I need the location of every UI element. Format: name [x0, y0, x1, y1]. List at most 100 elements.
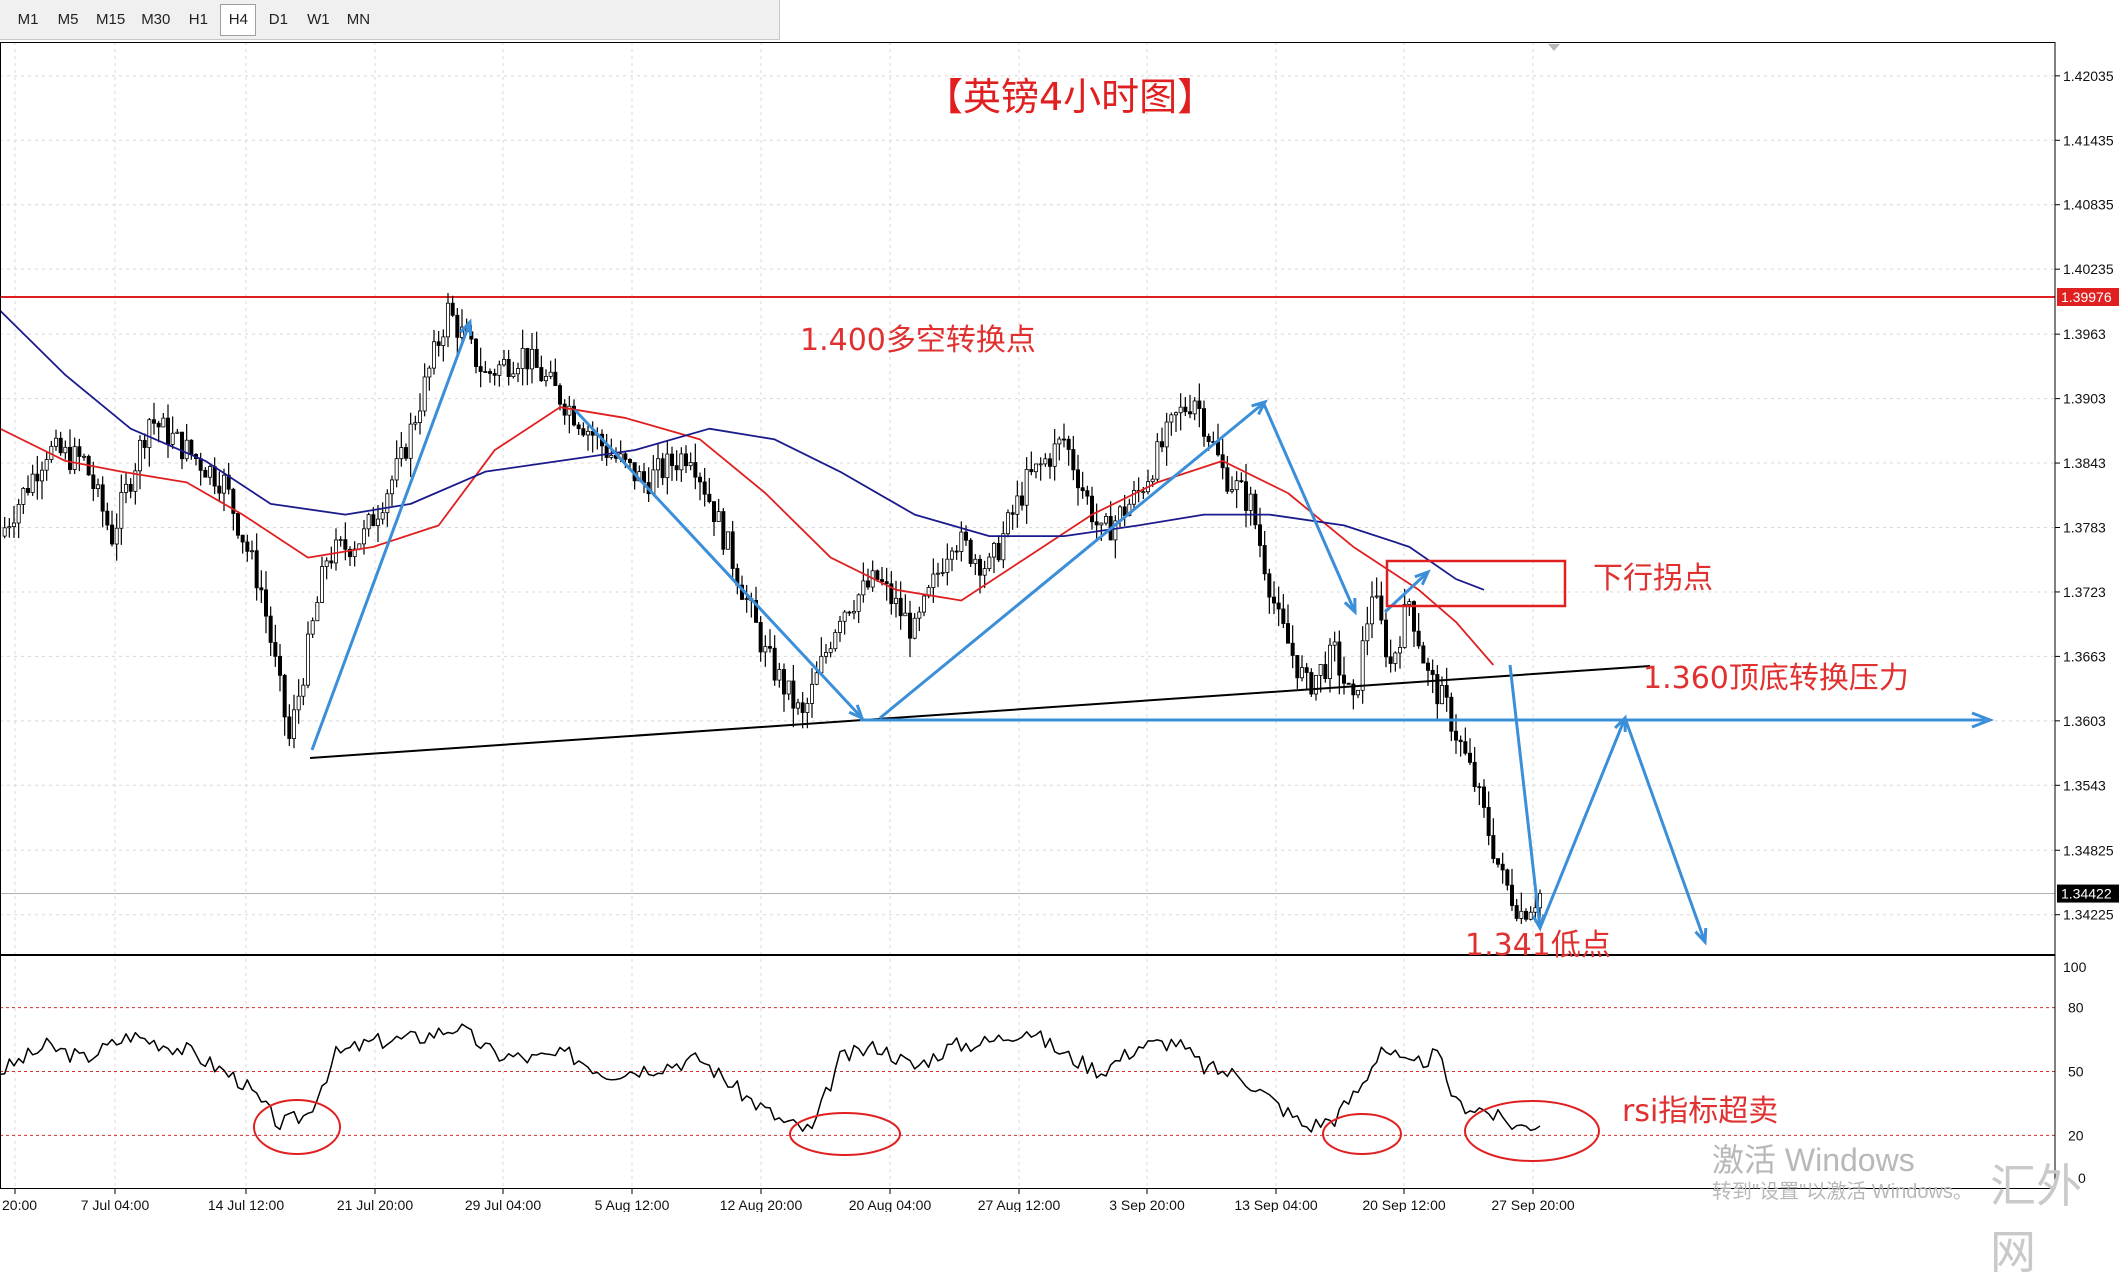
candle-body: [763, 646, 768, 653]
ma-blue-line: [0, 309, 1485, 591]
x-tick-label: 20 Aug 04:00: [849, 1197, 932, 1212]
candle-body: [315, 601, 320, 622]
candle-body: [371, 514, 376, 527]
candle-body: [628, 459, 633, 463]
candle-body: [866, 580, 871, 588]
candle-body: [586, 430, 591, 436]
candle-body: [754, 600, 759, 623]
candle-body: [968, 539, 973, 564]
timeframe-mn-button[interactable]: MN: [346, 11, 371, 28]
candle-body: [1505, 869, 1510, 886]
candle-body: [1122, 506, 1127, 516]
candle-body: [581, 428, 586, 436]
projection-arrow: [1508, 664, 1542, 929]
candle-body: [987, 556, 992, 570]
main-grid: [0, 42, 2055, 1188]
x-tick-label: 20 Sep 12:00: [1362, 1197, 1446, 1212]
oversold-circle: [1464, 1100, 1600, 1162]
candle-body: [291, 709, 296, 739]
candle-body: [679, 453, 684, 471]
rsi-y-tick-label: 20: [2068, 1127, 2084, 1143]
timeframe-w1-button[interactable]: W1: [307, 11, 330, 28]
candle-body: [203, 469, 208, 478]
candle-body: [249, 550, 254, 553]
candle-body: [786, 680, 791, 695]
candle-body: [455, 314, 460, 338]
candle-body: [782, 669, 787, 695]
candle-body: [1482, 786, 1487, 808]
candle-body: [263, 589, 268, 617]
candle-body: [898, 597, 903, 617]
candle-body: [445, 302, 450, 338]
x-tick-label: 21 Jul 20:00: [337, 1197, 413, 1212]
candle-body: [726, 531, 731, 550]
candle-body: [259, 587, 264, 591]
candle-body: [996, 542, 1001, 561]
projection-arrowhead: [1343, 597, 1357, 616]
candle-body: [1080, 487, 1085, 492]
candle-body: [389, 479, 394, 495]
candle-body: [1468, 752, 1473, 763]
candle-body: [235, 513, 240, 536]
timeframe-m15-button[interactable]: M15: [96, 11, 126, 28]
timeframe-h4-button[interactable]: H4: [220, 3, 257, 36]
candle-body: [1435, 674, 1440, 705]
axes: 20:00 7 Jul 04:00 14 Jul 12:00 21 Jul 20:00…: [0, 42, 2119, 1212]
candle-body: [525, 347, 530, 370]
timeframe-d1-button[interactable]: D1: [268, 11, 288, 28]
candle-body: [931, 573, 936, 588]
x-tick-label: 20:00: [2, 1197, 37, 1212]
price-level-badge-label: 1.34422: [2061, 886, 2112, 902]
timeframe-m5-button[interactable]: M5: [57, 11, 79, 28]
candle-body: [1001, 533, 1006, 561]
candle-body: [604, 445, 609, 458]
watermark-line-1: 激活 Windows: [1712, 1142, 1915, 1178]
candle-body: [936, 572, 941, 575]
candle-body: [217, 485, 222, 494]
candle-body: [940, 572, 945, 574]
projection-arrow: [1261, 401, 1357, 613]
candle-body: [609, 454, 614, 458]
candle-body: [964, 531, 969, 541]
candle-body: [945, 558, 950, 573]
timeframe-m1-button[interactable]: M1: [17, 11, 39, 28]
candle-body: [142, 439, 147, 448]
rsi-annotation-label: rsi指标超卖: [1622, 1094, 1778, 1129]
candle-body: [30, 473, 35, 493]
candle-body: [1272, 596, 1277, 604]
candle-body: [179, 431, 184, 460]
x-tick-label: 27 Aug 12:00: [978, 1197, 1061, 1212]
candle-body: [1090, 495, 1095, 523]
candle-body: [1454, 730, 1459, 741]
y-tick-label: 1.41435: [2063, 132, 2114, 148]
candle-body: [1514, 905, 1519, 919]
candle-body: [1281, 608, 1286, 624]
candle-body: [277, 655, 282, 676]
rsi-y-tick-label: 80: [2068, 1000, 2084, 1016]
timeframe-h1-button[interactable]: H1: [188, 11, 208, 28]
candle-body: [1458, 739, 1463, 743]
timeframe-m30-button[interactable]: M30: [141, 11, 171, 28]
ma-red-line: [0, 406, 1495, 666]
candle-body: [1402, 604, 1407, 648]
y-tick-label: 1.3543: [2063, 777, 2106, 793]
projection-arrowhead: [848, 704, 865, 721]
candle-body: [828, 648, 833, 653]
candle-body: [912, 617, 917, 639]
candle-body: [1370, 596, 1375, 625]
plot-frame: [0, 42, 2056, 1189]
candle-body: [305, 633, 310, 686]
candle-body: [880, 579, 885, 583]
candle-body: [156, 422, 161, 428]
x-tick-label: 12 Aug 20:00: [720, 1197, 803, 1212]
candle-body: [1155, 441, 1160, 480]
candle-body: [310, 620, 315, 635]
candle-body: [170, 432, 175, 445]
chart-title: 【英镑4小时图】: [925, 75, 1215, 119]
oversold-circle: [789, 1112, 901, 1156]
candle-body: [978, 558, 983, 576]
candle-body: [165, 417, 170, 445]
candle-body: [1202, 408, 1207, 437]
candle-body: [319, 566, 324, 603]
candle-body: [273, 642, 278, 657]
